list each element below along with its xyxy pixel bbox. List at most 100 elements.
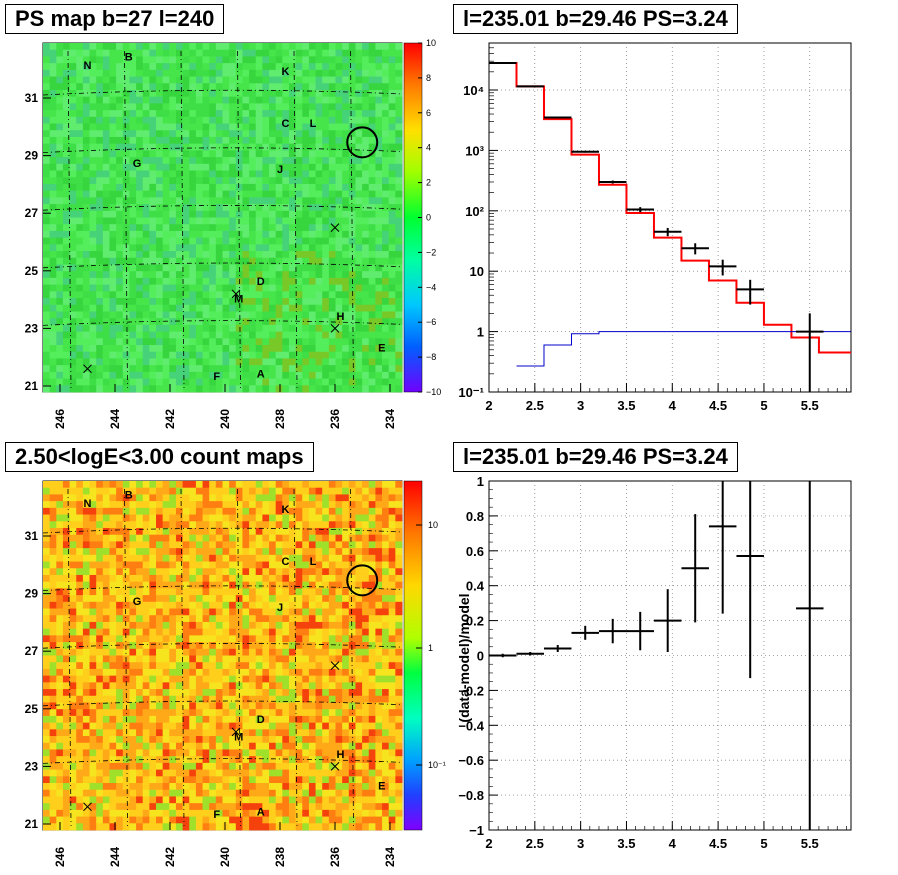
heatmap-cell: [189, 675, 197, 683]
heatmap-cell: [215, 304, 223, 312]
heatmap-cell: [182, 481, 190, 489]
heatmap-cell: [136, 803, 144, 811]
heatmap-cell: [122, 271, 130, 279]
heatmap-cell: [229, 210, 237, 218]
heatmap-cell: [49, 521, 57, 529]
heatmap-cell: [129, 63, 137, 71]
heatmap-cell: [102, 541, 110, 549]
heatmap-cell: [368, 170, 376, 178]
heatmap-cell: [275, 89, 283, 98]
heatmap-cell: [215, 123, 223, 131]
heatmap-cell: [315, 83, 323, 91]
heatmap-cell: [122, 251, 130, 259]
heatmap-cell: [142, 642, 150, 650]
heatmap-cell: [308, 136, 316, 145]
heatmap-cell: [348, 170, 356, 178]
heatmap-cell: [169, 76, 177, 84]
heatmap-cell: [129, 823, 137, 831]
heatmap-cell: [169, 210, 177, 218]
heatmap-cell: [189, 49, 197, 57]
heatmap-cell: [62, 89, 70, 98]
heatmap-cell: [122, 284, 130, 292]
heatmap-cell: [156, 648, 164, 656]
heatmap-cell: [249, 331, 257, 339]
heatmap-cell: [315, 264, 323, 272]
heatmap-cell: [156, 722, 164, 730]
heatmap-cell: [235, 628, 243, 636]
heatmap-cell: [302, 210, 310, 218]
heatmap-cell: [209, 304, 217, 312]
heatmap-cell: [388, 230, 396, 239]
heatmap-cell: [156, 803, 164, 811]
heatmap-cell: [182, 554, 190, 562]
heatmap-cell: [355, 371, 363, 379]
heatmap-cell: [242, 507, 250, 515]
heatmap-cell: [348, 143, 356, 151]
heatmap-cell: [175, 561, 184, 569]
heatmap-cell: [89, 89, 97, 98]
heatmap-cell: [116, 183, 124, 192]
heatmap-cell: [249, 581, 257, 589]
heatmap-cell: [215, 588, 223, 596]
heatmap-cell: [82, 63, 90, 71]
heatmap-cell: [129, 96, 137, 104]
heatmap-cell: [109, 736, 117, 744]
heatmap-cell: [215, 628, 223, 636]
heatmap-cell: [109, 642, 117, 650]
heatmap-cell: [169, 581, 177, 589]
heatmap-cell: [129, 264, 137, 272]
heatmap-cell: [149, 494, 157, 502]
heatmap-cell: [308, 494, 316, 502]
heatmap-cell: [89, 796, 97, 804]
heatmap-cell: [302, 56, 310, 64]
heatmap-cell: [242, 204, 250, 212]
heatmap-cell: [122, 642, 130, 650]
heatmap-cell: [156, 769, 164, 777]
heatmap-cell: [175, 548, 184, 556]
heatmap-cell: [96, 749, 104, 757]
heatmap-cell: [302, 371, 310, 379]
heatmap-cell: [162, 331, 170, 339]
heatmap-cell: [322, 244, 330, 252]
heatmap-cell: [269, 695, 277, 703]
heatmap-cell: [69, 702, 77, 710]
heatmap-cell: [362, 204, 370, 212]
heatmap-cell: [308, 237, 316, 245]
heatmap-cell: [222, 110, 230, 118]
heatmap-cell: [43, 365, 51, 373]
heatmap-cell: [82, 257, 90, 265]
heatmap-cell: [169, 183, 177, 192]
heatmap-cell: [109, 601, 117, 609]
heatmap-cell: [275, 554, 283, 562]
heatmap-cell: [62, 823, 70, 831]
heatmap-cell: [162, 715, 170, 724]
heatmap-cell: [249, 116, 257, 124]
heatmap-cell: [255, 358, 263, 366]
heatmap-cell: [202, 291, 210, 299]
heatmap-cell: [62, 588, 70, 596]
heatmap-cell: [288, 709, 297, 717]
heatmap-cell: [189, 823, 197, 831]
heatmap-cell: [242, 76, 250, 84]
heatmap-cell: [82, 809, 90, 817]
heatmap-cell: [382, 298, 390, 306]
heatmap-cell: [162, 662, 170, 670]
heatmap-cell: [129, 378, 137, 386]
heatmap-cell: [249, 601, 257, 609]
heatmap-cell: [242, 548, 250, 556]
heatmap-cell: [275, 581, 283, 589]
heatmap-cell: [328, 130, 336, 138]
heatmap-cell: [82, 217, 90, 225]
heatmap-cell: [82, 136, 90, 145]
heatmap-cell: [275, 534, 283, 542]
heatmap-cell: [282, 548, 290, 556]
heatmap-cell: [189, 736, 197, 744]
heatmap-cell: [275, 695, 283, 703]
heatmap-cell: [222, 264, 230, 272]
heatmap-cell: [169, 541, 177, 549]
heatmap-cell: [335, 264, 343, 272]
heatmap-cell: [43, 244, 51, 252]
heatmap-cell: [43, 358, 51, 366]
heatmap-cell: [129, 49, 137, 57]
heatmap-cell: [149, 49, 157, 57]
